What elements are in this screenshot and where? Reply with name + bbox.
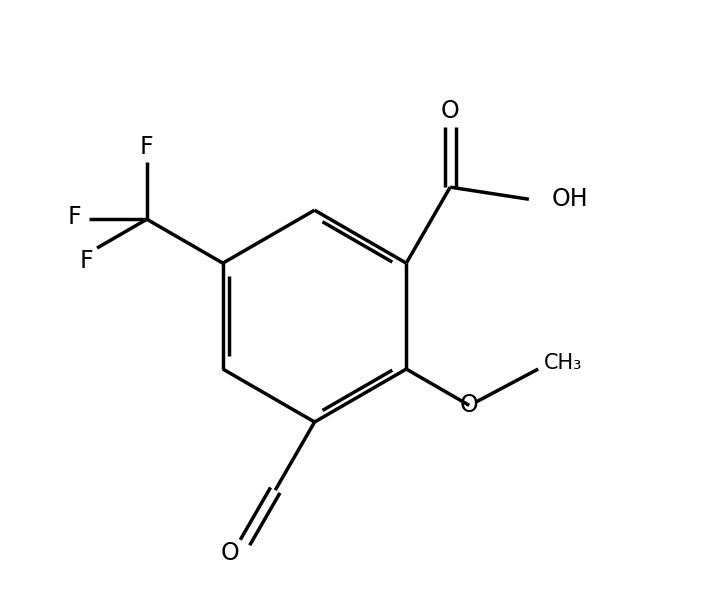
Text: F: F (140, 134, 154, 159)
Text: CH₃: CH₃ (544, 353, 582, 373)
Text: F: F (68, 206, 81, 229)
Text: O: O (441, 100, 460, 123)
Text: OH: OH (552, 187, 589, 211)
Text: F: F (79, 249, 93, 274)
Text: O: O (460, 393, 478, 417)
Text: O: O (221, 542, 240, 565)
